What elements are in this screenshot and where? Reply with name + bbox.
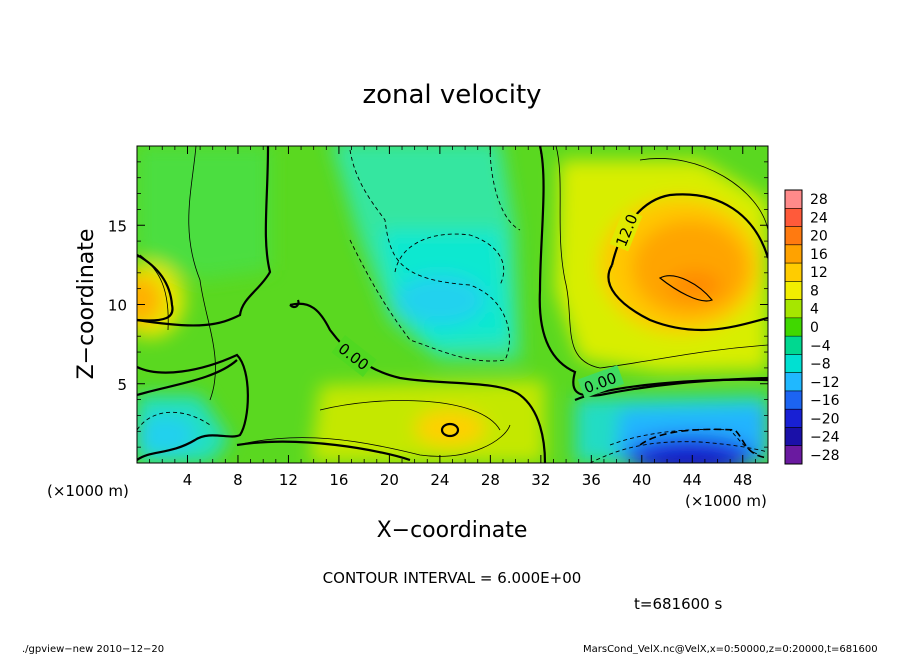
- time-label: t=681600 s: [634, 595, 722, 613]
- y-tick-label: 10: [108, 297, 127, 315]
- x-tick-label: 16: [329, 471, 348, 489]
- footer-right: MarsCond_VelX.nc@VelX,x=0:50000,z=0:2000…: [583, 644, 878, 654]
- footer-left: ./gpview−new 2010−12−20: [22, 644, 164, 654]
- colorbar-frame: [784, 189, 803, 465]
- x-tick-label: 48: [733, 471, 752, 489]
- colorbar: 28 24 20 16 12 8 4 0 −4 −8 −12 −16 −20 −24 −28: [784, 189, 840, 465]
- x-tick-label: 8: [233, 471, 243, 489]
- x-axis: 4 8 12 16 20 24 28 32 36 40 44 48: [149, 146, 756, 489]
- colorbar-label: −16: [810, 393, 840, 409]
- colorbar-swatch: [785, 226, 802, 246]
- colorbar-swatch: [785, 372, 802, 392]
- x-tick-label: 36: [582, 471, 601, 489]
- colorbar-label: 8: [810, 283, 819, 299]
- x-axis-label: X−coordinate: [377, 518, 528, 543]
- y-axis: 5 10 15: [108, 161, 768, 448]
- x-tick-label: 32: [531, 471, 550, 489]
- x-tick-label: 20: [380, 471, 399, 489]
- colorbar-swatch: [785, 409, 802, 428]
- colorbar-label: 16: [810, 247, 828, 263]
- colorbar-label: −4: [810, 338, 831, 354]
- x-tick-label: 4: [183, 471, 193, 489]
- y-tick-label: 5: [117, 376, 127, 394]
- plot-area: 0.00 0.00 12.0: [137, 146, 768, 463]
- colorbar-swatch: [785, 244, 802, 264]
- colorbar-swatch: [785, 299, 802, 319]
- colorbar-swatch: [785, 317, 802, 337]
- contour-labels: 0.00 0.00 12.0: [331, 208, 643, 399]
- negative-core-contour: [639, 428, 768, 459]
- x-axis-unit-right: (×1000 m): [685, 492, 767, 510]
- x-tick-label: 12: [279, 471, 298, 489]
- colorbar-swatch: [785, 208, 802, 228]
- colorbar-label: −20: [810, 411, 840, 427]
- x-tick-label: 40: [632, 471, 651, 489]
- y-tick-label: 15: [108, 217, 127, 235]
- chart-title: zonal velocity: [362, 80, 541, 110]
- colorbar-label: 24: [810, 210, 828, 226]
- x-tick-label: 44: [683, 471, 702, 489]
- colorbar-swatch: [785, 390, 802, 410]
- x-tick-label: 24: [430, 471, 449, 489]
- dashed-contours: [137, 146, 768, 463]
- x-tick-label: 28: [481, 471, 500, 489]
- colorbar-label: 28: [810, 192, 828, 208]
- colorbar-swatch: [785, 336, 802, 355]
- colorbar-label: 4: [810, 302, 819, 318]
- colorbar-label: −12: [810, 375, 840, 391]
- colorbar-label: −28: [810, 448, 840, 464]
- contour-interval-text: CONTOUR INTERVAL = 6.000E+00: [323, 569, 582, 587]
- colorbar-label: 20: [810, 229, 828, 245]
- colorbar-swatch: [785, 427, 802, 447]
- colorbar-swatch: [785, 190, 802, 209]
- colorbar-label: −24: [810, 430, 840, 446]
- colorbar-swatch: [785, 263, 802, 282]
- colorbar-swatch: [785, 445, 802, 465]
- colorbar-swatch: [785, 354, 802, 374]
- colorbar-swatch: [785, 281, 802, 301]
- colorbar-label: 0: [810, 320, 819, 336]
- x-axis-unit-left: (×1000 m): [47, 482, 129, 500]
- colorbar-label: −8: [810, 357, 831, 373]
- colorbar-label: 12: [810, 265, 828, 281]
- y-axis-label: Z−coordinate: [74, 229, 99, 380]
